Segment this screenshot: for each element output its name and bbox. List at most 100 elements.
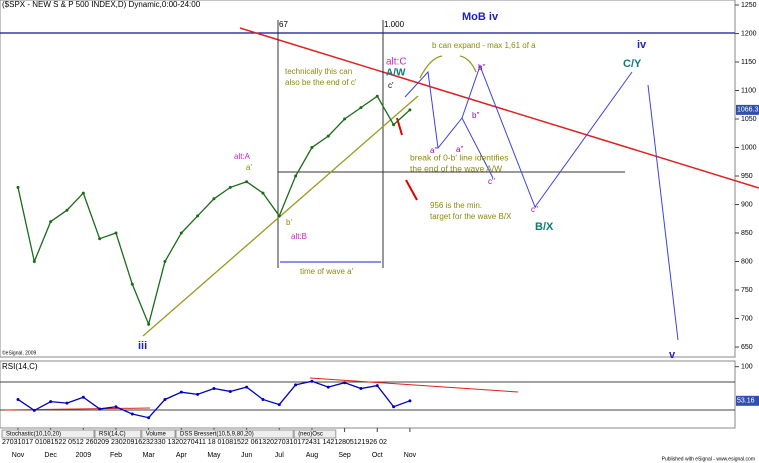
tab-label[interactable]: Stochastic(10,10,20) xyxy=(6,432,61,438)
x-tick-label: Jun xyxy=(241,452,252,459)
annotation: also be the end of c' xyxy=(285,78,357,87)
point xyxy=(326,385,330,389)
footer: Published with eSignal - www.esignal.com xyxy=(662,456,755,462)
point xyxy=(16,397,20,401)
annotation: 67 xyxy=(279,20,288,29)
point xyxy=(245,180,249,184)
wave-path xyxy=(647,84,679,341)
value-label-box xyxy=(736,395,759,406)
point xyxy=(228,185,232,189)
annotation: A/W xyxy=(386,68,406,79)
annotation: iii xyxy=(138,340,147,352)
point xyxy=(261,397,265,401)
x-tick-label: 2009 xyxy=(76,452,92,459)
point xyxy=(49,400,53,404)
x-tick-label: Apr xyxy=(176,452,188,459)
point xyxy=(81,191,85,195)
price-label: 1066.3 xyxy=(737,107,759,114)
point xyxy=(343,117,347,121)
point xyxy=(375,94,379,98)
tab xyxy=(141,429,176,439)
trend-line xyxy=(239,27,759,189)
point xyxy=(163,260,167,263)
point xyxy=(163,397,167,401)
point xyxy=(179,231,183,235)
x-tick-label: May xyxy=(207,452,221,459)
chart-title: ($SPX - NEW S & P 500 INDEX,D) Dynamic,0… xyxy=(2,0,201,9)
annotation: time of wave a' xyxy=(300,267,354,276)
tab xyxy=(1,429,95,439)
y-tick-label: 1050 xyxy=(741,116,757,123)
tab xyxy=(293,429,337,439)
annotation: b'' xyxy=(478,63,486,72)
y-tick-label: 1150 xyxy=(741,59,756,66)
y-tick-label: 1100 xyxy=(741,87,756,94)
price-label-box xyxy=(736,104,759,115)
y-tick-label: 800 xyxy=(741,258,753,265)
copyright: ©eSignal, 2009 xyxy=(2,349,36,356)
point xyxy=(147,322,151,326)
tab-label[interactable]: (neo)Osc xyxy=(298,432,323,438)
point xyxy=(212,197,216,201)
y-tick-label: 100 xyxy=(741,363,753,370)
point xyxy=(32,260,36,263)
point xyxy=(114,405,118,409)
point xyxy=(310,146,314,149)
point xyxy=(408,399,412,403)
point xyxy=(392,405,396,409)
y-tick-label: 1000 xyxy=(741,144,757,151)
annotation: b' xyxy=(286,218,292,227)
x-tick-label: Sep xyxy=(338,452,351,459)
annotation: C/Y xyxy=(623,58,642,70)
point xyxy=(359,106,363,110)
tab xyxy=(94,429,142,439)
rsi-trend xyxy=(4,407,151,411)
point xyxy=(65,401,69,405)
point xyxy=(98,237,102,241)
rsi-panel xyxy=(0,360,736,429)
wave-path xyxy=(461,64,633,209)
annotation: target for the wave B/X xyxy=(430,212,512,221)
x-tick-label: Oct xyxy=(372,452,383,459)
point xyxy=(277,403,281,407)
x-tick-label: Nov xyxy=(404,452,417,459)
annotation: 956 is the min. xyxy=(430,201,482,210)
point xyxy=(81,395,85,399)
annotation: v xyxy=(669,349,676,361)
y-tick-label: 1200 xyxy=(741,30,757,37)
point xyxy=(130,282,134,286)
value-label: 53.16 xyxy=(737,398,755,405)
annotation: b'' xyxy=(472,111,480,120)
rsi-trend xyxy=(309,377,519,393)
point xyxy=(228,389,232,393)
point xyxy=(65,208,69,212)
point xyxy=(359,387,363,391)
annotation: MoB iv xyxy=(462,11,499,23)
annotation: a'' xyxy=(430,146,438,155)
annotation: c'' xyxy=(531,205,539,214)
y-tick-label: 1250 xyxy=(741,2,757,9)
tab-label[interactable]: Volume xyxy=(146,432,167,438)
day-labels: 27031017 01081522 0512 260209 2302091623… xyxy=(2,439,387,446)
y-tick-label: 650 xyxy=(741,344,753,351)
annotation: alt:C xyxy=(386,57,407,68)
point xyxy=(277,214,281,218)
point xyxy=(98,407,102,411)
y-tick-label: 700 xyxy=(741,315,753,322)
annotation: iv xyxy=(637,39,647,51)
x-tick-label: Aug xyxy=(306,452,319,459)
x-tick-label: Feb xyxy=(110,452,122,459)
rsi-title: RSI(14,C) xyxy=(2,362,38,371)
tab-label[interactable]: DSS Bressert(10,5,9,80,20) xyxy=(180,432,254,438)
arrow xyxy=(405,179,418,201)
tab-label[interactable]: RSI(14,C) xyxy=(99,432,126,438)
annotation: a'' xyxy=(456,145,464,154)
point xyxy=(196,392,200,396)
y-tick-label: 950 xyxy=(741,173,753,180)
annotation: a' xyxy=(246,163,252,172)
point xyxy=(196,214,200,218)
point xyxy=(114,231,118,235)
x-tick-label: Nov xyxy=(12,452,25,459)
y-tick-label: 900 xyxy=(741,201,753,208)
annotation: alt:A xyxy=(234,152,251,161)
